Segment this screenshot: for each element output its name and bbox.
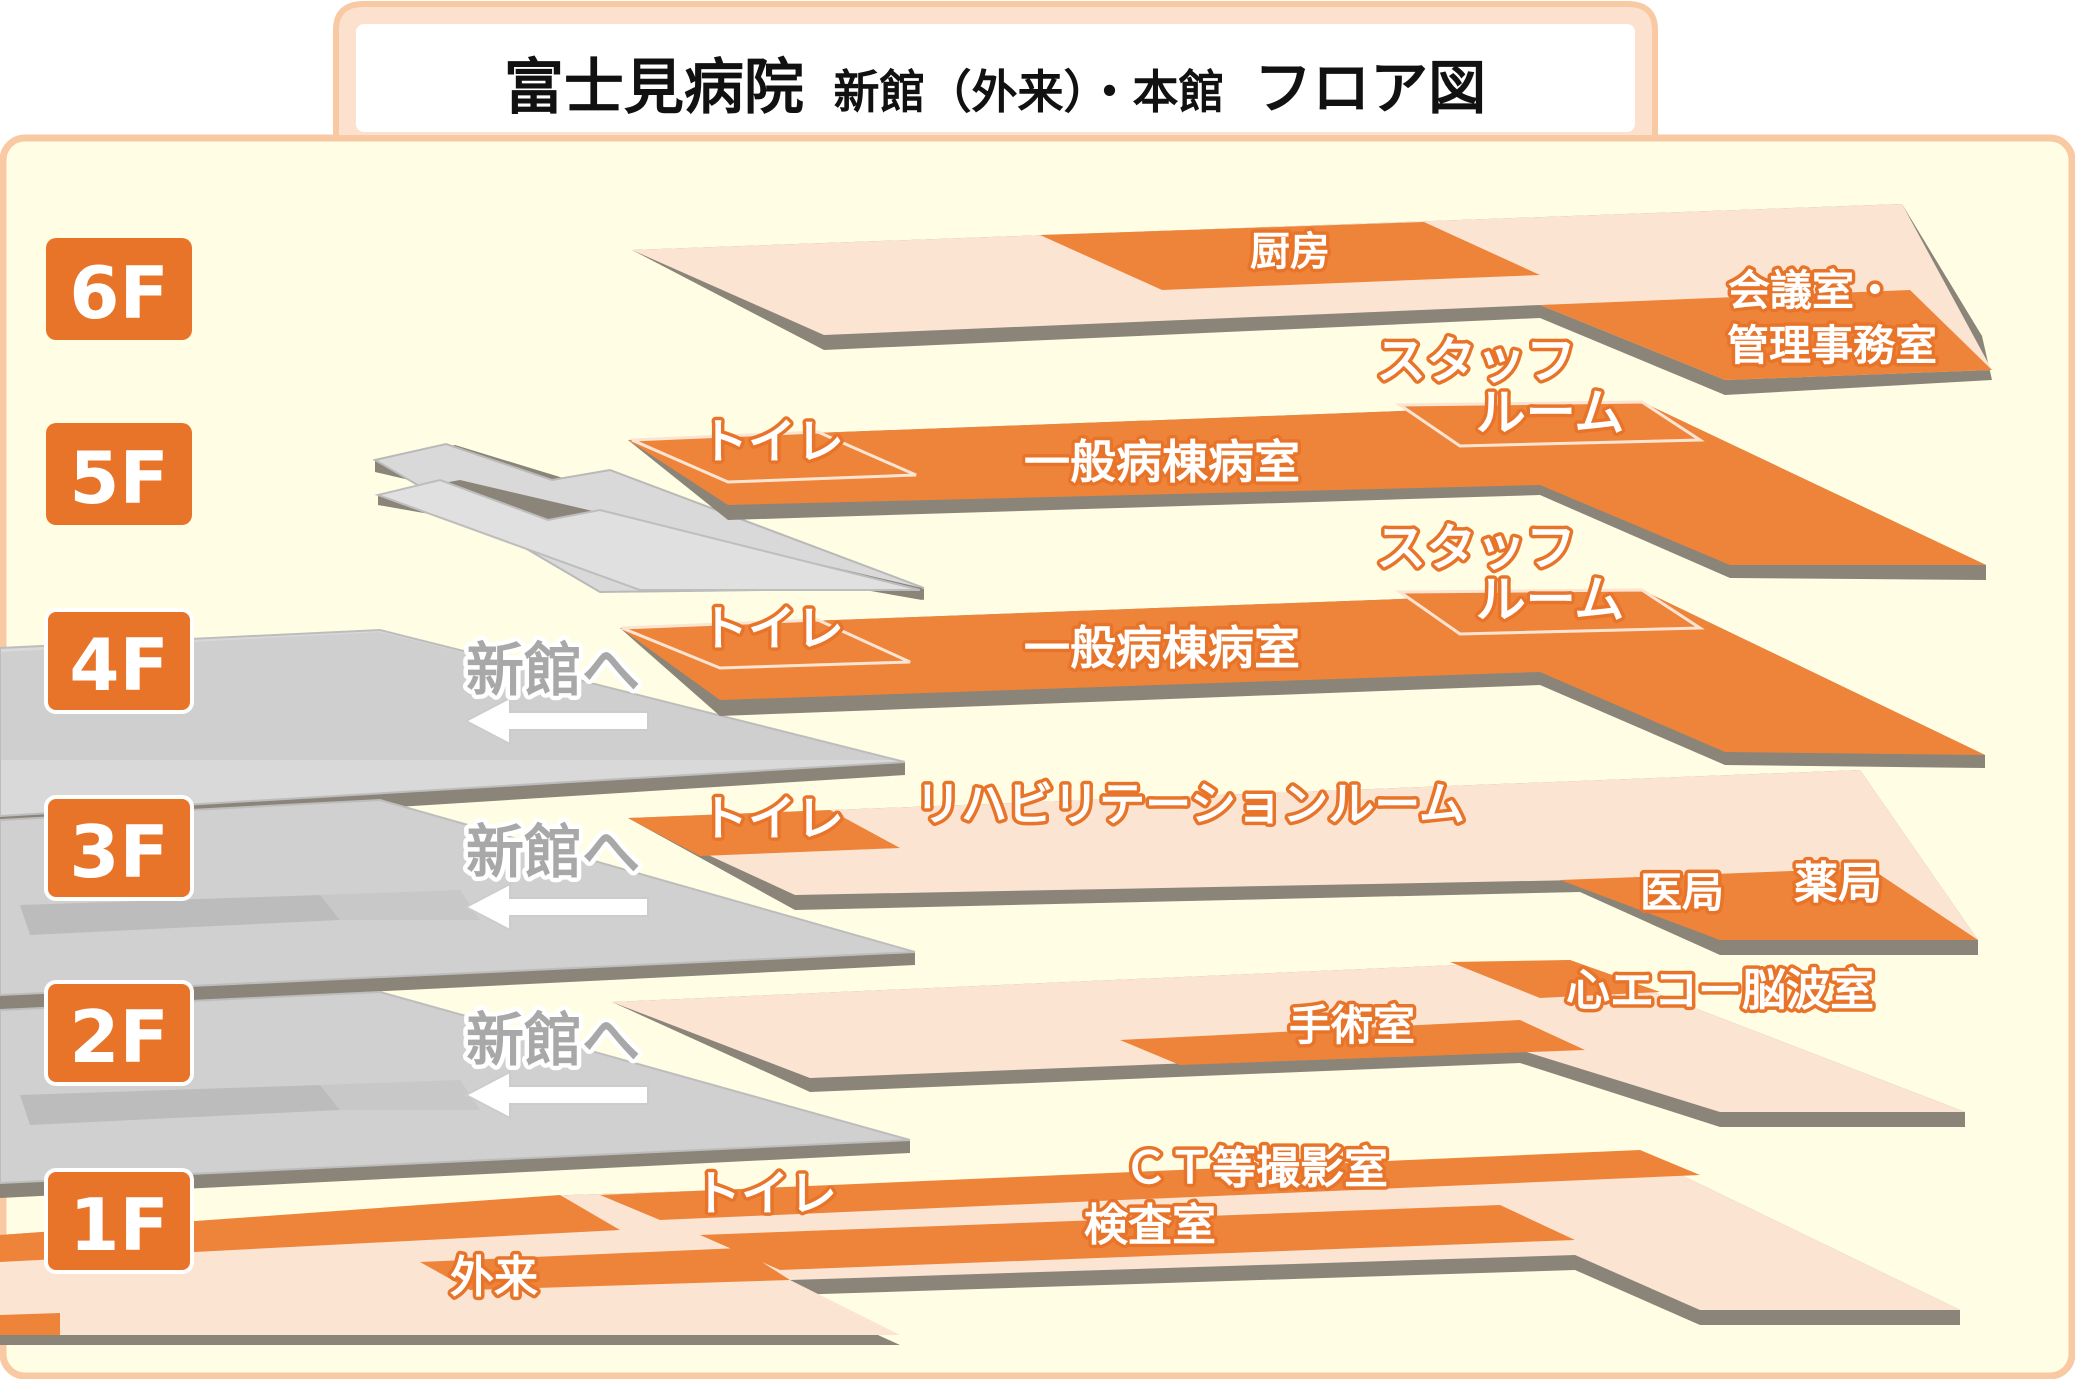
shinkan-labels: 新館へ 新館へ 新館へ — [461, 632, 644, 1079]
label-exam: 検査室 — [1084, 1200, 1216, 1251]
label-pharmacy: 薬局 — [1794, 858, 1882, 909]
floor-2f-plan — [612, 960, 1965, 1127]
room-outpatient-lower — [420, 1248, 790, 1290]
label-outpatient: 外来 — [450, 1252, 538, 1303]
floor-badge-1f — [44, 1168, 194, 1274]
label-meeting-1: 会議室・ — [1728, 266, 1896, 315]
floor-badge-5f — [46, 423, 192, 525]
title-box — [356, 24, 1635, 132]
floor-label-6f: 6F — [69, 251, 168, 335]
floor-5f-plan — [628, 400, 1986, 580]
floor-label-5f: 5F — [69, 436, 168, 520]
room-kitchen — [1040, 222, 1540, 290]
shinkan-arrows — [463, 696, 649, 1120]
arrow-left-3f — [463, 882, 649, 932]
label-surgery: 手術室 — [1289, 1001, 1415, 1050]
to-shinkan-2f: 新館へ — [466, 1006, 640, 1074]
title-sub: 新館（外来）・本館 — [833, 65, 1224, 119]
label-toilet-3f: トイレ — [700, 791, 844, 847]
floor-badge-6f — [46, 238, 192, 340]
to-shinkan-4f: 新館へ — [466, 636, 640, 704]
floor-badge-3f — [44, 795, 194, 901]
staff-room-4f — [1395, 588, 1705, 636]
arrow-left-2f — [463, 1070, 649, 1120]
toilet-3f — [628, 810, 900, 856]
room-ct — [600, 1150, 1700, 1220]
title-tail: フロア図 — [1254, 54, 1486, 122]
label-echo: 心エコー脳波室 — [1566, 965, 1874, 1016]
room-labels: 厨房 会議室・ 管理事務室 スタッフ ルーム トイレ 一般病棟病室 スタッフ ル… — [447, 226, 1941, 1307]
toilet-4f — [621, 618, 911, 670]
label-staff-5f-1: スタッフ — [1376, 332, 1576, 390]
staff-room-5f — [1395, 400, 1705, 448]
label-ct: ＣＴ等撮影室 — [1124, 1143, 1388, 1194]
label-kitchen: 厨房 — [1250, 229, 1330, 275]
floor-badge-2f — [44, 980, 194, 1086]
shinkan-building — [0, 442, 925, 1198]
label-staff-5f-2: ルーム — [1476, 384, 1625, 442]
floor-label-3f: 3F — [69, 810, 168, 894]
room-exam — [700, 1205, 1575, 1270]
label-toilet-5f: トイレ — [700, 414, 844, 470]
room-doctors-pharmacy — [1560, 868, 1978, 940]
floor-label-4f: 4F — [69, 623, 168, 707]
title-main: 富士見病院 — [504, 53, 804, 123]
label-toilet-4f: トイレ — [700, 601, 844, 657]
room-surgery — [1120, 1020, 1585, 1065]
arrow-left-4f — [463, 696, 649, 746]
toilet-5f — [631, 430, 917, 484]
label-staff-4f-1: スタッフ — [1376, 519, 1576, 577]
floor-label-2f: 2F — [69, 995, 168, 1079]
to-shinkan-3f: 新館へ — [466, 818, 640, 886]
floor-1f-plan — [0, 1150, 1960, 1345]
label-ward-5f: 一般病棟病室 — [1024, 435, 1300, 489]
room-echo — [1450, 960, 1660, 998]
label-meeting-2: 管理事務室 — [1727, 321, 1937, 370]
floor-4f-plan — [620, 588, 1985, 768]
label-toilet-1f: トイレ — [693, 1166, 837, 1222]
floor-label-1f: 1F — [69, 1183, 168, 1267]
floor-badge-4f — [44, 608, 194, 714]
floor-badges: 6F 5F 4F 3F 2F 1F — [44, 238, 194, 1274]
label-rehab: リハビリテーションルーム — [915, 777, 1465, 831]
label-doctors: 医局 — [1640, 868, 1724, 917]
label-ward-4f: 一般病棟病室 — [1024, 621, 1300, 675]
label-staff-4f-2: ルーム — [1476, 571, 1625, 629]
floor-6f-plan — [632, 204, 1992, 395]
page-title: 富士見病院 新館（外来）・本館 フロア図 — [504, 53, 1486, 123]
room-meeting — [1540, 290, 1992, 380]
floor-3f-plan — [628, 770, 1978, 955]
